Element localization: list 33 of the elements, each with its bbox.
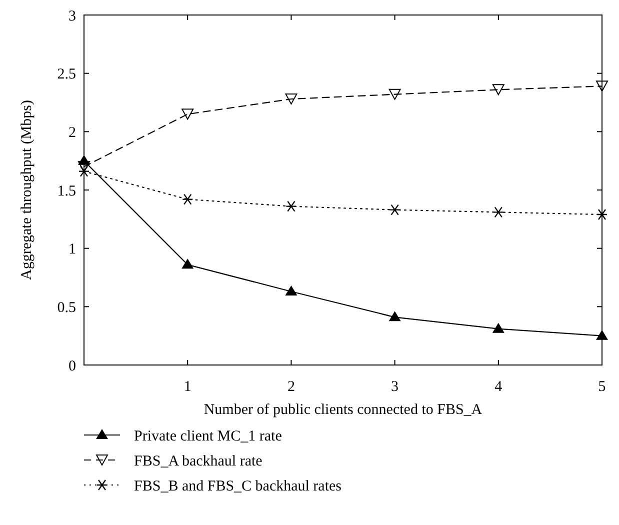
y-tick-label: 0.5: [57, 300, 76, 316]
point: [78, 166, 90, 177]
x-tick-label: 2: [287, 379, 295, 395]
y-tick-label: 3: [68, 8, 76, 24]
point: [388, 88, 401, 100]
y-tick-label: 1.5: [57, 183, 76, 200]
y-tick-label: 2.5: [57, 66, 76, 83]
x-axis-title: Number of public clients connected to FBS_A: [204, 402, 482, 418]
x-tick-label: 4: [494, 379, 503, 395]
point: [388, 311, 401, 322]
point: [492, 84, 504, 96]
point: [596, 208, 608, 220]
point: [182, 108, 194, 120]
legend-label: Private client MC_1 rate: [134, 428, 282, 444]
point: [285, 94, 298, 104]
point: [492, 206, 504, 218]
point: [285, 286, 298, 296]
y-axis-title: Aggregate throughput (Mbps): [19, 100, 35, 280]
x-tick-label: 5: [598, 379, 606, 395]
point: [596, 330, 608, 340]
x-tick-label: 1: [184, 379, 192, 395]
point: [182, 194, 194, 205]
legend-label: FBS_A backhaul rate: [134, 453, 263, 470]
point: [286, 200, 297, 212]
point: [389, 204, 400, 216]
y-tick-label: 2: [68, 124, 76, 141]
legend-label: FBS_B and FBS_C backhaul rates: [134, 478, 342, 494]
y-tick-label: 1: [68, 242, 76, 258]
point: [492, 322, 504, 333]
x-tick-label: 3: [391, 379, 399, 395]
point: [596, 80, 608, 92]
point: [182, 258, 194, 269]
y-tick-label: 0: [68, 358, 76, 374]
